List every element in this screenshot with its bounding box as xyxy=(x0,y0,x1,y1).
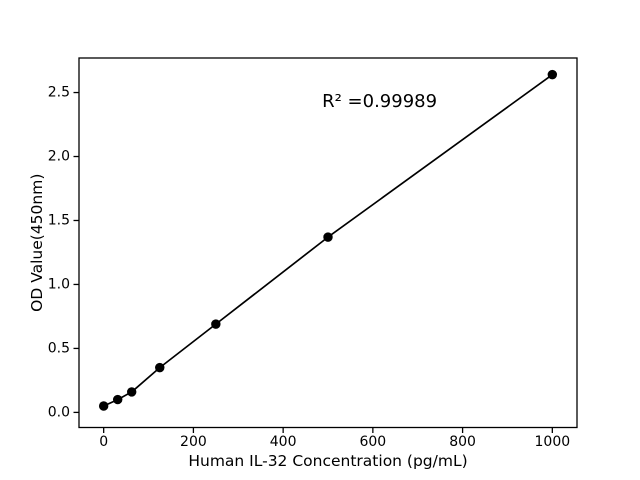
plot-border xyxy=(78,57,578,429)
data-point xyxy=(98,401,109,411)
y-axis-tick-label: 1.0 xyxy=(48,276,70,292)
x-axis-tick-label: 0 xyxy=(99,434,108,450)
y-axis-tick-label: 0.0 xyxy=(48,404,70,420)
data-point xyxy=(323,232,333,242)
data-point xyxy=(127,387,137,397)
data-point xyxy=(547,69,558,80)
x-axis-tick-label: 800 xyxy=(449,434,476,450)
x-axis-tick-label: 1000 xyxy=(535,434,571,450)
x-axis-label: Human IL-32 Concentration (pg/mL) xyxy=(188,452,467,470)
data-point xyxy=(155,362,165,373)
y-axis-tick-label: 0.5 xyxy=(48,340,70,356)
y-axis-tick-label: 2.5 xyxy=(48,85,70,101)
x-axis-tick-label: 200 xyxy=(180,434,207,450)
y-axis-tick-label: 2.0 xyxy=(48,149,70,165)
y-axis-label: OD Value(450nm) xyxy=(28,174,46,312)
data-point xyxy=(112,394,123,405)
x-axis-tick-label: 600 xyxy=(359,434,386,450)
x-axis-tick-label: 400 xyxy=(270,434,297,450)
y-axis-tick-label: 1.5 xyxy=(48,212,70,228)
r-squared-annotation: R² =0.99989 xyxy=(322,91,437,112)
data-point xyxy=(211,319,221,329)
